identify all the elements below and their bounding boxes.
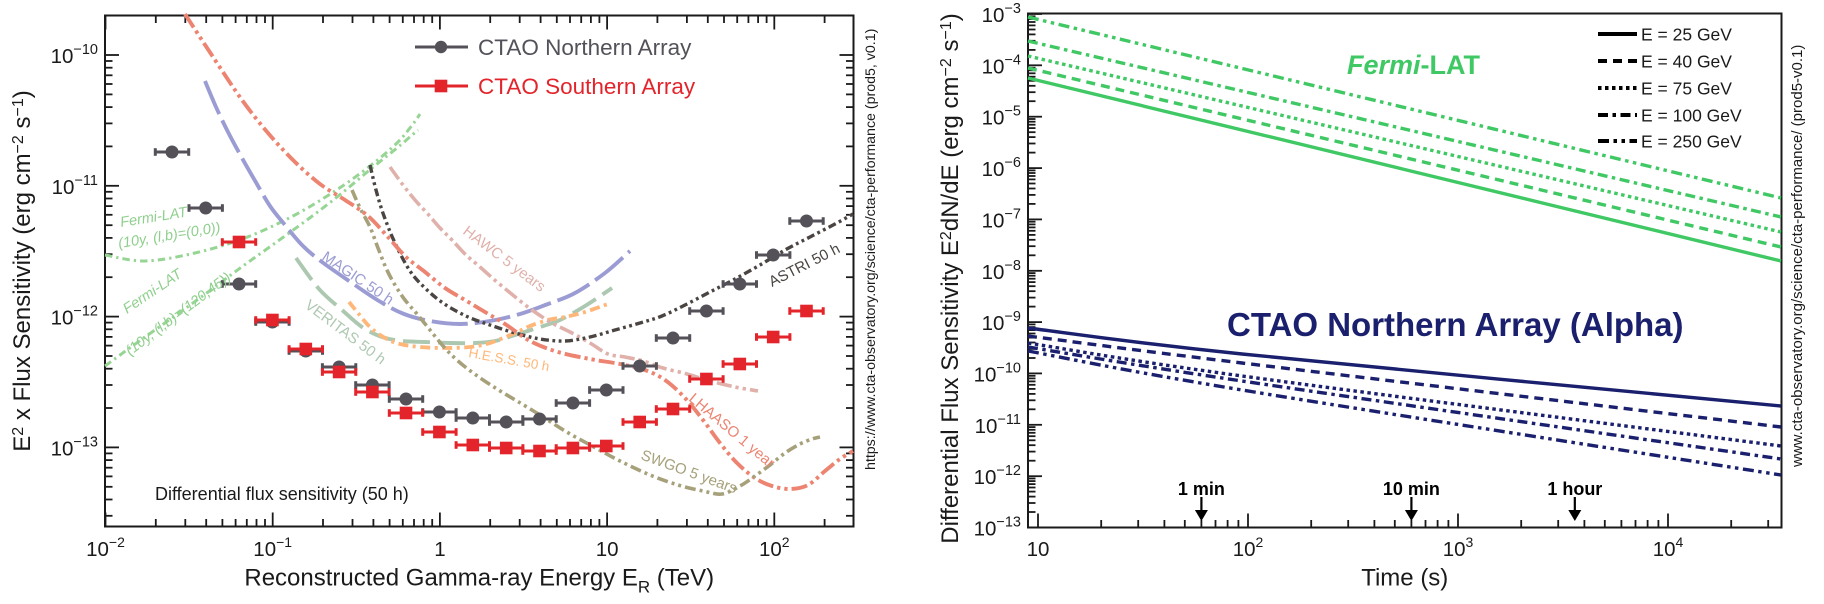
svg-text:10−1: 10−1 <box>253 534 292 561</box>
svg-text:https://www.cta-observatory.or: https://www.cta-observatory.org/science/… <box>863 29 879 470</box>
svg-text:10−3: 10−3 <box>982 1 1021 27</box>
svg-text:E2 x Flux Sensitivity (erg cm−: E2 x Flux Sensitivity (erg cm−2 s−1) <box>9 90 36 451</box>
svg-text:E = 250 GeV: E = 250 GeV <box>1641 132 1742 152</box>
svg-text:1 hour: 1 hour <box>1547 479 1602 499</box>
svg-text:Fermi-LAT: Fermi-LAT <box>1347 50 1481 80</box>
svg-text:10−9: 10−9 <box>982 309 1021 335</box>
svg-text:Differential flux sensitivity: Differential flux sensitivity (50 h) <box>155 484 409 504</box>
svg-text:CTAO Southern Array: CTAO Southern Array <box>478 74 696 99</box>
svg-text:E = 100 GeV: E = 100 GeV <box>1641 106 1742 126</box>
svg-text:E = 25 GeV: E = 25 GeV <box>1641 25 1732 45</box>
svg-text:www.cta-observatory.org/scienc: www.cta-observatory.org/science/cta-perf… <box>1789 45 1806 468</box>
svg-text:10−11: 10−11 <box>52 173 98 199</box>
svg-text:Differential Flux Sensitivity: Differential Flux Sensitivity E2dN/dE (e… <box>937 13 964 543</box>
svg-text:10 min: 10 min <box>1383 479 1440 499</box>
svg-text:CTAO Northern Array: CTAO Northern Array <box>478 35 692 60</box>
svg-text:1 min: 1 min <box>1178 479 1225 499</box>
svg-text:10−2: 10−2 <box>86 534 125 561</box>
svg-text:10: 10 <box>596 538 619 561</box>
svg-text:10: 10 <box>1027 538 1050 561</box>
svg-text:Time (s): Time (s) <box>1361 565 1448 592</box>
svg-text:CTAO Northern Array (Alpha): CTAO Northern Array (Alpha) <box>1227 306 1684 343</box>
svg-text:E = 75 GeV: E = 75 GeV <box>1641 79 1732 99</box>
svg-text:E = 40 GeV: E = 40 GeV <box>1641 52 1732 72</box>
svg-text:Reconstructed Gamma-ray Energy: Reconstructed Gamma-ray Energy ER (TeV) <box>244 565 714 597</box>
svg-text:1: 1 <box>434 538 445 561</box>
svg-text:10−13: 10−13 <box>51 434 98 460</box>
